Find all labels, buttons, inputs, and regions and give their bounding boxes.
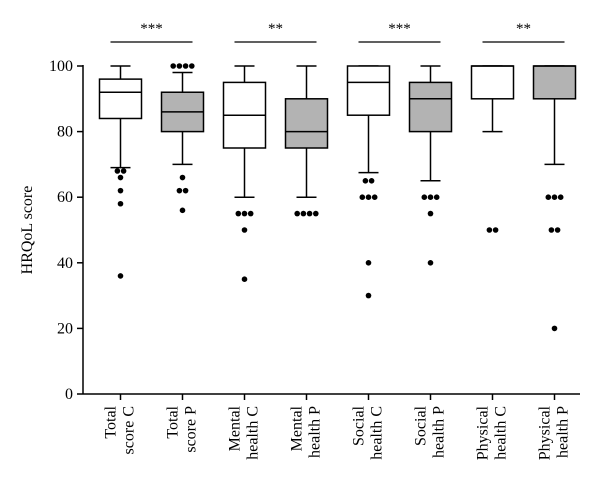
outlier-point xyxy=(294,210,301,217)
outlier-point xyxy=(365,194,372,200)
x-tick-label: Physical health P xyxy=(537,405,572,460)
x-tick-label: Physical health C xyxy=(475,405,510,460)
x-tick-label: Social health P xyxy=(413,405,448,458)
y-axis-label: HRQoL score xyxy=(19,186,36,275)
x-tick-label-line1: Social xyxy=(351,405,368,446)
iqr-box xyxy=(532,65,577,100)
outlier-point xyxy=(365,260,372,266)
x-tick-label-line2: health C xyxy=(369,406,386,460)
box-3 xyxy=(284,65,329,217)
x-tick-label: Social health C xyxy=(351,405,386,459)
x-tick-label-line2: health P xyxy=(431,406,448,458)
outlier-point xyxy=(368,178,375,184)
x-tick-label-line1: Total xyxy=(165,405,182,438)
significance-label: *** xyxy=(388,21,411,37)
x-tick-label-line2: health C xyxy=(245,406,262,460)
y-tick-label: 40 xyxy=(57,255,73,272)
iqr-box xyxy=(98,78,143,120)
outlier-point xyxy=(235,210,242,217)
outlier-point xyxy=(365,292,372,299)
y-tick-label: 0 xyxy=(65,386,73,403)
outlier-point xyxy=(179,207,186,214)
outlier-point xyxy=(182,187,189,194)
y-tick-label: 80 xyxy=(57,124,73,141)
x-tick-label-line1: Physical xyxy=(475,405,492,460)
x-tick-label: Total score C xyxy=(103,405,138,454)
significance-label: *** xyxy=(140,21,163,37)
outlier-point xyxy=(179,174,186,181)
x-tick-label-line1: Total xyxy=(103,405,120,438)
outlier-point xyxy=(117,174,124,181)
box-1 xyxy=(160,63,205,214)
significance-label: ** xyxy=(516,21,531,37)
outlier-point xyxy=(306,210,313,217)
outlier-point xyxy=(362,178,369,184)
outlier-point xyxy=(421,194,428,200)
outlier-point xyxy=(427,210,434,217)
outlier-point xyxy=(300,210,307,217)
outlier-point xyxy=(176,187,183,194)
x-tick-label-line2: health P xyxy=(307,406,324,458)
outlier-point xyxy=(117,200,124,207)
x-tick-label-line2: health P xyxy=(555,406,572,458)
outlier-point xyxy=(313,210,319,217)
outlier-point xyxy=(551,194,558,200)
outlier-point xyxy=(545,194,552,200)
box-5 xyxy=(408,65,453,266)
outlier-point xyxy=(486,227,493,233)
x-tick-label-line2: score P xyxy=(183,406,200,453)
box-6 xyxy=(470,65,515,233)
iqr-box xyxy=(408,81,453,133)
y-tick-label: 20 xyxy=(57,320,73,337)
outlier-point xyxy=(557,194,564,200)
box-4 xyxy=(346,65,391,299)
outlier-point xyxy=(117,273,124,279)
box-0 xyxy=(98,65,143,279)
iqr-box xyxy=(470,65,515,100)
iqr-box xyxy=(346,65,391,116)
outlier-point xyxy=(182,63,189,69)
x-tick-label: Mental health C xyxy=(227,405,262,459)
outlier-point xyxy=(359,194,366,200)
x-tick-label-line1: Physical xyxy=(537,405,554,460)
x-tick-label-line1: Mental xyxy=(227,405,244,451)
outlier-point xyxy=(427,194,434,200)
outlier-point xyxy=(433,194,440,200)
outlier-point xyxy=(241,227,248,233)
outlier-point xyxy=(241,210,248,217)
outlier-point xyxy=(492,227,499,233)
outlier-point xyxy=(176,63,183,69)
iqr-box xyxy=(284,98,329,149)
box-2 xyxy=(222,65,267,283)
outlier-point xyxy=(241,276,248,283)
y-tick-label: 60 xyxy=(57,189,73,206)
x-tick-label-line2: score C xyxy=(121,406,138,454)
x-tick-label-line1: Mental xyxy=(289,405,306,451)
outlier-point xyxy=(554,227,561,233)
outlier-point xyxy=(427,260,434,266)
outlier-point xyxy=(117,187,124,194)
x-tick-label-line1: Social xyxy=(413,405,430,446)
significance-label: ** xyxy=(268,21,283,37)
significance-annotations: *** ** *** ** xyxy=(110,21,565,43)
outlier-point xyxy=(170,63,176,69)
outlier-point xyxy=(120,168,127,174)
outlier-point xyxy=(548,227,555,233)
box-series xyxy=(98,63,577,332)
outlier-point xyxy=(189,63,195,69)
x-tick-label: Total score P xyxy=(165,405,200,452)
x-tick-label-line2: health C xyxy=(493,406,510,460)
outlier-point xyxy=(114,168,121,174)
y-tick-label: 100 xyxy=(49,58,73,75)
x-tick-label: Mental health P xyxy=(289,405,324,458)
box-7 xyxy=(532,65,577,332)
outlier-point xyxy=(247,210,254,217)
outlier-point xyxy=(551,325,558,332)
outlier-point xyxy=(371,194,378,200)
